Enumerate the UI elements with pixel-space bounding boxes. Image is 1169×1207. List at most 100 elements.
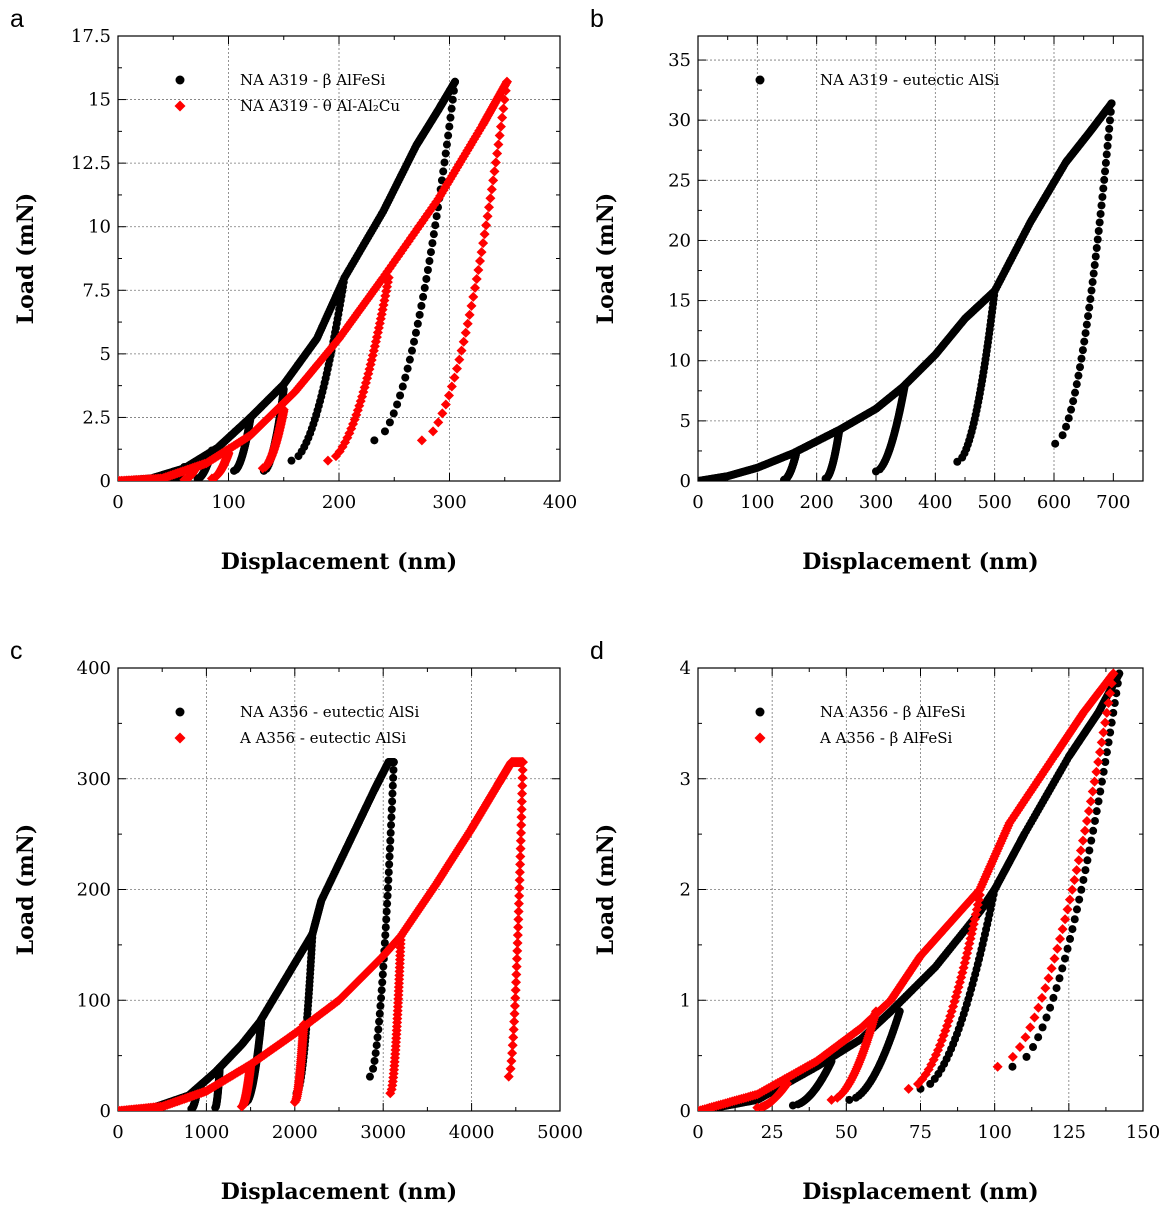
data-point [440, 399, 451, 410]
data-point [1106, 728, 1115, 737]
panel-b: b 0 100 200 300 400 500 600 700 0 5 10 15 20 25 30 35 Dis… [590, 5, 1144, 575]
data-point [1089, 776, 1100, 787]
data-point [1067, 884, 1078, 895]
data-point [1081, 329, 1090, 338]
data-point [279, 385, 288, 394]
y-tick-label: 200 [77, 880, 111, 901]
data-point [395, 931, 406, 942]
data-point [1046, 1003, 1055, 1012]
y-tick-label: 7.5 [82, 280, 111, 301]
data-point [369, 1064, 378, 1073]
data-point [1082, 320, 1091, 329]
data-point [514, 890, 525, 901]
data-point [1070, 915, 1079, 924]
x-axis-label: Displacement (nm) [802, 1179, 1038, 1205]
data-point [512, 937, 523, 948]
data-point [1068, 925, 1077, 934]
data-point [388, 797, 397, 806]
data-point [515, 843, 526, 854]
panel-letter: a [10, 5, 24, 33]
data-point [426, 248, 435, 257]
x-tick-label: 300 [432, 492, 466, 513]
x-tick-label: 100 [211, 492, 245, 513]
data-point [1058, 964, 1067, 973]
data-point [403, 364, 412, 373]
data-point [505, 1063, 516, 1074]
data-point [389, 773, 398, 782]
data-point [509, 1000, 520, 1011]
data-point [494, 130, 505, 141]
data-point [1102, 748, 1111, 757]
x-tick-label: 100 [977, 1122, 1011, 1143]
data-point [1083, 856, 1092, 865]
data-point [411, 328, 420, 337]
data-point [449, 86, 458, 95]
legend-label: NA A356 - eutectic AlSi [240, 703, 420, 721]
data-point [500, 85, 511, 96]
data-point [1094, 747, 1105, 758]
data-point [1096, 737, 1107, 748]
data-point [380, 427, 389, 436]
data-point [456, 345, 467, 356]
data-point [489, 166, 500, 177]
data-point [429, 230, 438, 239]
x-tick-label: 200 [322, 492, 356, 513]
y-tick-label: 15 [88, 90, 111, 111]
data-point [386, 828, 395, 837]
data-point [499, 94, 510, 105]
data-point [373, 1033, 382, 1042]
y-tick-label: 17.5 [71, 26, 111, 47]
data-point [1079, 875, 1088, 884]
x-tick-label: 125 [1052, 1122, 1086, 1143]
x-tick-label: 500 [977, 492, 1011, 513]
x-tick-label: 0 [692, 1122, 703, 1143]
data-point [1040, 983, 1051, 994]
legend-marker [754, 732, 766, 744]
data-point [1064, 894, 1075, 905]
data-point [223, 448, 234, 459]
data-point [442, 140, 451, 149]
y-tick-label: 15 [668, 291, 691, 312]
x-tick-label: 3000 [360, 1122, 406, 1143]
data-point [515, 859, 526, 870]
data-point [1029, 1012, 1040, 1023]
y-tick-label: 2.5 [82, 407, 111, 428]
data-point [1096, 787, 1105, 796]
x-tick-label: 150 [1126, 1122, 1160, 1143]
panel-d: d 0 25 50 75 100 125 150 0 1 2 3 4 Displacement (nm) L… [590, 637, 1160, 1205]
data-point [482, 211, 493, 222]
data-point [462, 318, 473, 329]
data-point [510, 993, 521, 1004]
legend: NA A356 - eutectic AlSi A A356 - eutectic… [174, 703, 420, 747]
data-point [389, 409, 398, 418]
data-point [383, 899, 392, 908]
data-point [1094, 226, 1103, 235]
data-point [1067, 405, 1076, 414]
data-area [698, 99, 1116, 481]
data-area [118, 757, 528, 1111]
legend-marker [174, 732, 186, 744]
y-tick-label: 30 [668, 110, 691, 131]
data-point [383, 891, 392, 900]
data-point [481, 220, 492, 231]
data-point [513, 914, 524, 925]
data-point [517, 780, 528, 791]
data-point [298, 1019, 309, 1030]
data-point [1060, 914, 1071, 925]
data-point [507, 1040, 518, 1051]
data-point [1098, 727, 1109, 738]
data-point [1025, 1022, 1036, 1033]
data-point [383, 883, 392, 892]
data-point [375, 1009, 384, 1018]
data-point [207, 446, 216, 455]
y-tick-label: 1 [680, 990, 691, 1011]
x-tick-label: 400 [918, 492, 952, 513]
data-point [498, 103, 509, 114]
data-point [370, 1056, 379, 1065]
data-point [1095, 218, 1104, 227]
y-tick-label: 300 [77, 769, 111, 790]
data-point [476, 247, 487, 258]
data-point [1054, 933, 1065, 944]
data-point [1107, 99, 1116, 108]
data-point [382, 907, 391, 916]
